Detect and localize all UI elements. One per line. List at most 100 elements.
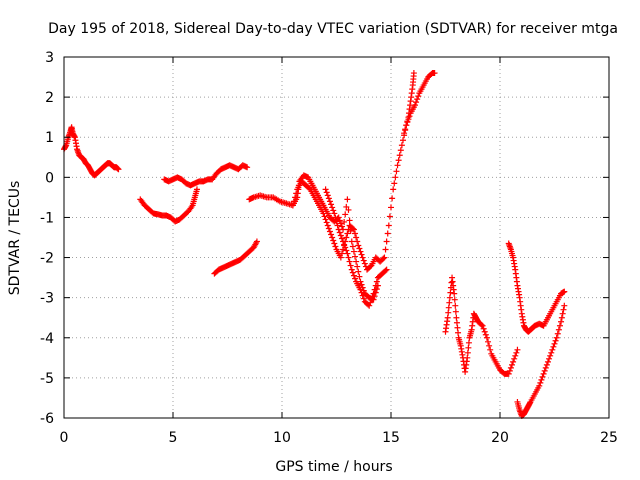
data-point: [356, 245, 363, 252]
data-point: [370, 290, 377, 297]
data-point: [337, 220, 344, 227]
data-point: [334, 222, 341, 229]
data-point: [336, 229, 343, 236]
data-point: [322, 186, 329, 193]
data-point: [541, 367, 548, 374]
x-tick-label: 25: [600, 430, 618, 446]
data-point: [394, 162, 401, 169]
data-point: [397, 147, 404, 154]
data-point: [366, 302, 373, 309]
data-point: [324, 192, 331, 199]
data-point: [330, 237, 337, 244]
data-point: [465, 344, 472, 351]
data-point: [328, 201, 335, 208]
data-point: [543, 361, 550, 368]
data-point: [389, 195, 396, 202]
data-point: [398, 142, 405, 149]
data-point: [382, 246, 389, 253]
data-point: [396, 152, 403, 159]
data-point: [549, 346, 556, 353]
data-point: [358, 281, 365, 288]
data-point: [345, 254, 352, 261]
data-point: [539, 373, 546, 380]
data-point: [328, 231, 335, 238]
data-point: [561, 288, 568, 295]
y-tick-label: 2: [45, 90, 54, 106]
data-point: [511, 355, 518, 362]
data-point: [348, 238, 355, 245]
data-point: [445, 304, 452, 311]
data-point: [369, 293, 376, 300]
data-point: [332, 243, 339, 250]
data-point: [323, 189, 330, 196]
data-point: [513, 349, 520, 356]
data-point: [358, 251, 365, 258]
data-point: [329, 204, 336, 211]
data-point: [353, 258, 360, 265]
data-point: [453, 314, 460, 321]
data-point: [552, 337, 559, 344]
data-point: [341, 218, 348, 225]
data-point: [372, 282, 379, 289]
data-point: [346, 217, 353, 224]
data-point: [352, 275, 359, 282]
data-point: [331, 210, 338, 217]
y-tick-label: -5: [40, 371, 54, 387]
data-point: [324, 222, 331, 229]
data-point: [326, 228, 333, 235]
data-point: [451, 290, 458, 297]
data-point: [350, 226, 357, 233]
data-point: [383, 266, 390, 273]
data-point: [382, 267, 389, 274]
data-point: [360, 257, 367, 264]
data-point: [514, 346, 521, 353]
data-point: [512, 352, 519, 359]
data-point: [115, 166, 122, 173]
data-point: [293, 190, 300, 197]
data-point: [367, 263, 374, 270]
data-point: [342, 211, 349, 218]
data-point: [485, 338, 492, 345]
data-point: [546, 355, 553, 362]
data-point: [253, 238, 260, 245]
data-point: [556, 322, 563, 329]
data-point: [446, 294, 453, 301]
x-tick-label: 15: [382, 430, 400, 446]
series-seg9: [442, 274, 521, 377]
y-tick-label: -1: [40, 210, 54, 226]
data-point: [326, 198, 333, 205]
x-tick-label: 10: [273, 430, 291, 446]
data-point: [338, 235, 345, 242]
data-point: [380, 255, 387, 262]
data-point: [452, 308, 459, 315]
data-point: [486, 342, 493, 349]
data-point: [399, 137, 406, 144]
data-point: [551, 340, 558, 347]
data-point: [505, 370, 512, 377]
series-seg10: [505, 240, 568, 335]
data-point: [193, 186, 200, 193]
y-tick-label: 3: [45, 50, 54, 66]
data-point: [332, 214, 339, 221]
data-point: [536, 382, 543, 389]
data-point: [352, 230, 359, 237]
data-point: [544, 358, 551, 365]
y-tick-label: 1: [45, 130, 54, 146]
data-point: [395, 157, 402, 164]
data-point: [447, 289, 454, 296]
data-point: [347, 262, 354, 269]
data-point: [388, 204, 394, 211]
data-point: [373, 278, 380, 285]
data-point: [548, 349, 555, 356]
data-point: [367, 299, 374, 306]
data-point: [401, 130, 408, 137]
data-point: [392, 174, 399, 181]
data-point: [344, 230, 351, 237]
data-point: [350, 248, 357, 255]
data-point: [292, 194, 299, 201]
data-point: [455, 329, 462, 336]
data-point: [384, 230, 391, 237]
data-point: [481, 328, 488, 335]
